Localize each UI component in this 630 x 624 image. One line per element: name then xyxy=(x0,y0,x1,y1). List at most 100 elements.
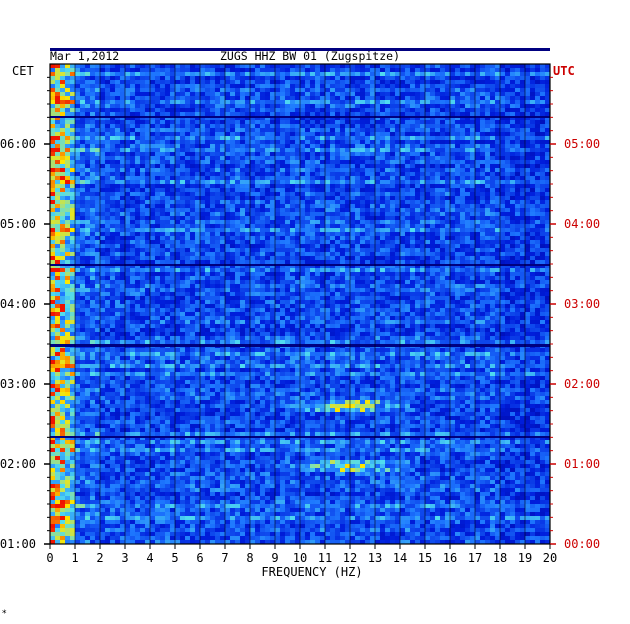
spectrogram-cell xyxy=(465,92,470,96)
spectrogram-cell xyxy=(145,228,150,232)
spectrogram-cell xyxy=(540,256,545,260)
spectrogram-cell xyxy=(405,156,410,160)
spectrogram-cell xyxy=(105,212,110,216)
spectrogram-cell xyxy=(145,152,150,156)
spectrogram-cell xyxy=(315,88,320,92)
spectrogram-cell xyxy=(540,168,545,172)
spectrogram-cell xyxy=(210,240,215,244)
spectrogram-cell xyxy=(485,132,490,136)
spectrogram-cell xyxy=(540,84,545,88)
spectrogram-cell xyxy=(465,212,470,216)
spectrogram-cell xyxy=(525,96,530,100)
spectrogram-cell xyxy=(155,124,160,128)
spectrogram-cell xyxy=(465,100,470,104)
spectrogram-cell xyxy=(500,220,505,224)
spectrogram-cell xyxy=(445,192,450,196)
spectrogram-cell xyxy=(530,188,535,192)
spectrogram-cell xyxy=(410,96,415,100)
spectrogram-cell xyxy=(380,88,385,92)
spectrogram-cell xyxy=(215,168,220,172)
spectrogram-cell xyxy=(285,224,290,228)
spectrogram-cell xyxy=(485,224,490,228)
spectrogram-cell xyxy=(220,184,225,188)
spectrogram-cell xyxy=(370,164,375,168)
spectrogram-cell xyxy=(400,76,405,80)
spectrogram-cell xyxy=(225,196,230,200)
spectrogram-cell xyxy=(415,164,420,168)
spectrogram-cell xyxy=(130,244,135,248)
spectrogram-cell xyxy=(195,96,200,100)
spectrogram-cell xyxy=(420,132,425,136)
spectrogram-cell xyxy=(240,260,245,264)
spectrogram-cell xyxy=(200,244,205,248)
spectrogram-cell xyxy=(395,132,400,136)
spectrogram-cell xyxy=(430,188,435,192)
spectrogram-cell xyxy=(380,128,385,132)
spectrogram-cell xyxy=(220,176,225,180)
spectrogram-cell xyxy=(195,140,200,144)
spectrogram-cell xyxy=(100,76,105,80)
spectrogram-cell xyxy=(155,188,160,192)
spectrogram-cell xyxy=(235,80,240,84)
spectrogram-cell xyxy=(425,160,430,164)
spectrogram-cell xyxy=(395,96,400,100)
spectrogram-cell xyxy=(75,192,80,196)
spectrogram-cell xyxy=(250,84,255,88)
spectrogram-cell xyxy=(230,252,235,256)
spectrogram-cell xyxy=(130,156,135,160)
spectrogram-cell xyxy=(180,192,185,196)
spectrogram-cell xyxy=(425,252,430,256)
spectrogram-cell xyxy=(495,204,500,208)
spectrogram-cell xyxy=(270,160,275,164)
spectrogram-cell xyxy=(75,80,80,84)
spectrogram-cell xyxy=(520,240,525,244)
spectrogram-cell xyxy=(135,184,140,188)
spectrogram-cell xyxy=(400,68,405,72)
spectrogram-cell xyxy=(540,248,545,252)
spectrogram-cell xyxy=(210,88,215,92)
spectrogram-cell xyxy=(125,184,130,188)
spectrogram-cell xyxy=(300,92,305,96)
spectrogram-cell xyxy=(345,88,350,92)
spectrogram-cell xyxy=(455,244,460,248)
spectrogram-cell xyxy=(145,140,150,144)
spectrogram-cell xyxy=(315,192,320,196)
spectrogram-cell xyxy=(505,96,510,100)
spectrogram-cell xyxy=(50,204,55,208)
spectrogram-cell xyxy=(410,208,415,212)
spectrogram-cell xyxy=(415,216,420,220)
spectrogram-cell xyxy=(415,224,420,228)
spectrogram-cell xyxy=(445,204,450,208)
left-axis-label-cet: CET xyxy=(12,64,34,78)
spectrogram-cell xyxy=(140,96,145,100)
spectrogram-cell xyxy=(460,212,465,216)
spectrogram-cell xyxy=(135,188,140,192)
spectrogram-cell xyxy=(505,168,510,172)
spectrogram-cell xyxy=(110,96,115,100)
spectrogram-cell xyxy=(85,236,90,240)
spectrogram-cell xyxy=(215,248,220,252)
spectrogram-cell xyxy=(415,256,420,260)
spectrogram-cell xyxy=(290,168,295,172)
spectrogram-cell xyxy=(360,80,365,84)
spectrogram-cell xyxy=(155,184,160,188)
spectrogram-cell xyxy=(155,160,160,164)
spectrogram-cell xyxy=(285,192,290,196)
spectrogram-cell xyxy=(50,228,55,232)
spectrogram-cell xyxy=(165,256,170,260)
spectrogram-cell xyxy=(100,188,105,192)
spectrogram-cell xyxy=(260,88,265,92)
spectrogram-cell xyxy=(65,156,70,160)
spectrogram-cell xyxy=(210,112,215,116)
spectrogram-cell xyxy=(510,152,515,156)
spectrogram-cell xyxy=(230,244,235,248)
spectrogram-cell xyxy=(380,260,385,264)
spectrogram-cell xyxy=(500,124,505,128)
spectrogram-cell xyxy=(50,120,55,124)
spectrogram-cell xyxy=(195,124,200,128)
spectrogram-cell xyxy=(495,180,500,184)
spectrogram-cell xyxy=(245,256,250,260)
spectrogram-cell xyxy=(150,228,155,232)
spectrogram-cell xyxy=(160,172,165,176)
spectrogram-cell xyxy=(460,164,465,168)
